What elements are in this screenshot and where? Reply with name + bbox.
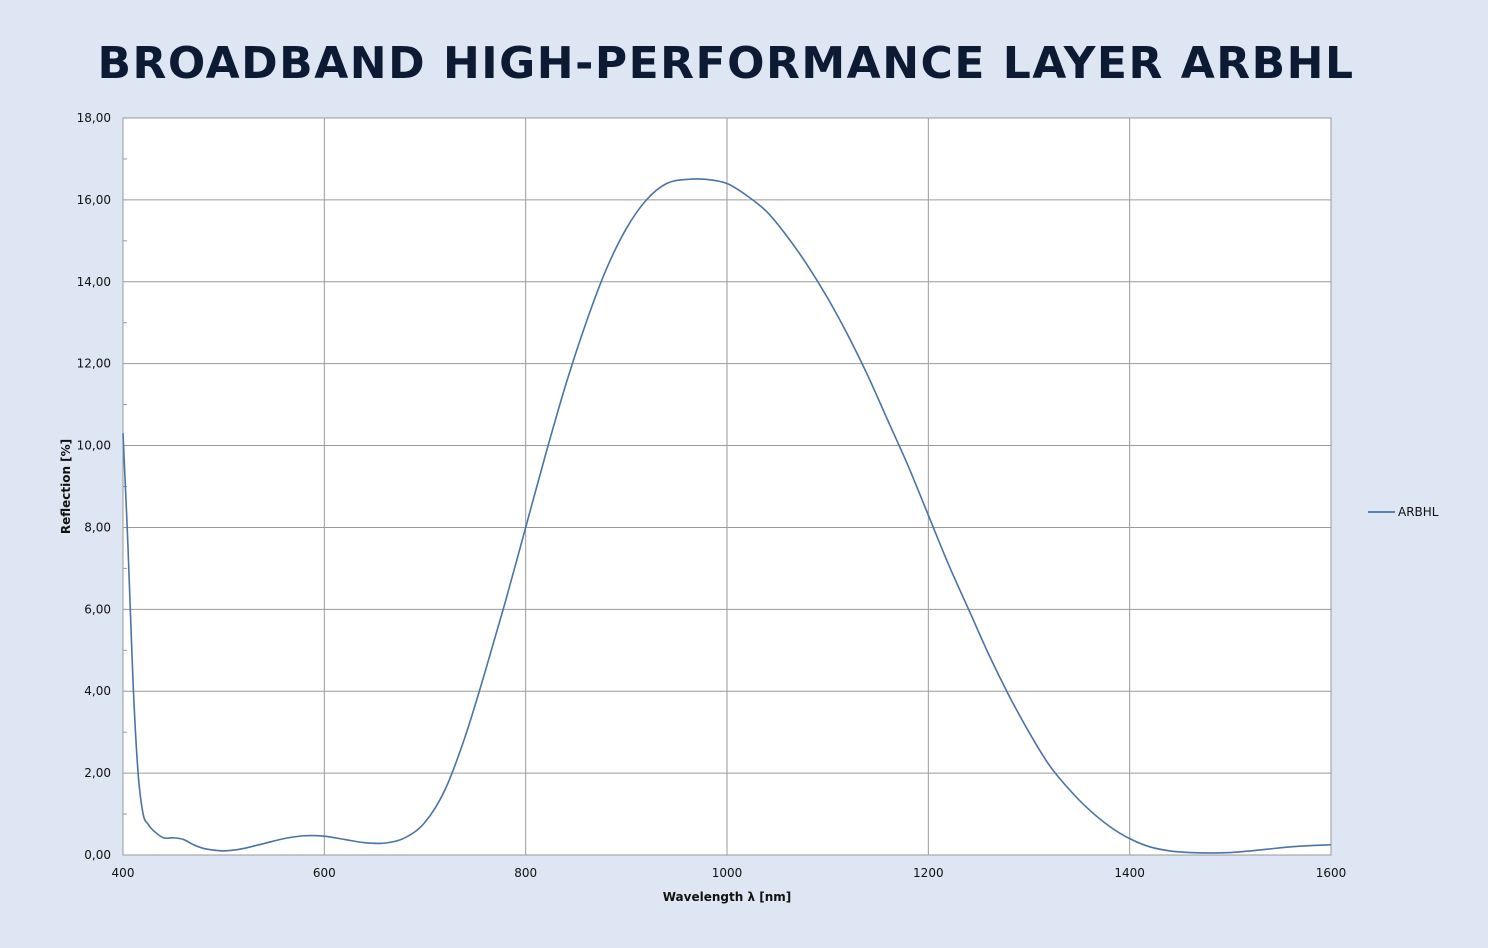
x-tick-label-2: 800 — [514, 866, 537, 880]
y-tick-label-5: 10,00 — [77, 439, 111, 453]
x-tick-label-5: 1400 — [1114, 866, 1145, 880]
plot-border — [122, 117, 1332, 856]
y-tick-label-3: 6,00 — [84, 602, 111, 616]
x-tick-labels: 400 600 800 1000 1200 1400 1600 — [112, 866, 1347, 880]
x-tick-label-0: 400 — [112, 866, 135, 880]
y-tick-label-1: 2,00 — [84, 766, 111, 780]
x-tick-label-1: 600 — [313, 866, 336, 880]
y-tick-label-6: 12,00 — [77, 357, 111, 371]
y-tick-label-8: 16,00 — [77, 193, 111, 207]
x-tick-label-6: 1600 — [1316, 866, 1347, 880]
y-tick-label-7: 14,00 — [77, 275, 111, 289]
legend: ARBHL — [1368, 505, 1439, 519]
x-axis-label: Wavelength λ [nm] — [663, 890, 792, 904]
chart-title: BROADBAND HIGH-PERFORMANCE LAYER ARBHL — [97, 38, 1355, 89]
y-tick-label-9: 18,00 — [77, 111, 111, 125]
series-layer — [122, 178, 1332, 854]
y-tick-label-0: 0,00 — [84, 848, 111, 862]
legend-label-arbhl: ARBHL — [1398, 505, 1439, 519]
y-tick-labels: 0,00 2,00 4,00 6,00 8,00 10,00 12,00 14,00 16,00… — [77, 111, 111, 862]
y-axis-label: Reflection [%] — [59, 439, 73, 534]
x-tick-label-4: 1200 — [913, 866, 944, 880]
series-line-arbhl — [122, 178, 1332, 854]
y-tick-label-2: 4,00 — [84, 684, 111, 698]
y-axis-minor-ticks — [123, 158, 127, 815]
plot-frame — [122, 117, 1332, 856]
x-tick-label-3: 1000 — [712, 866, 743, 880]
y-tick-label-4: 8,00 — [84, 520, 111, 534]
